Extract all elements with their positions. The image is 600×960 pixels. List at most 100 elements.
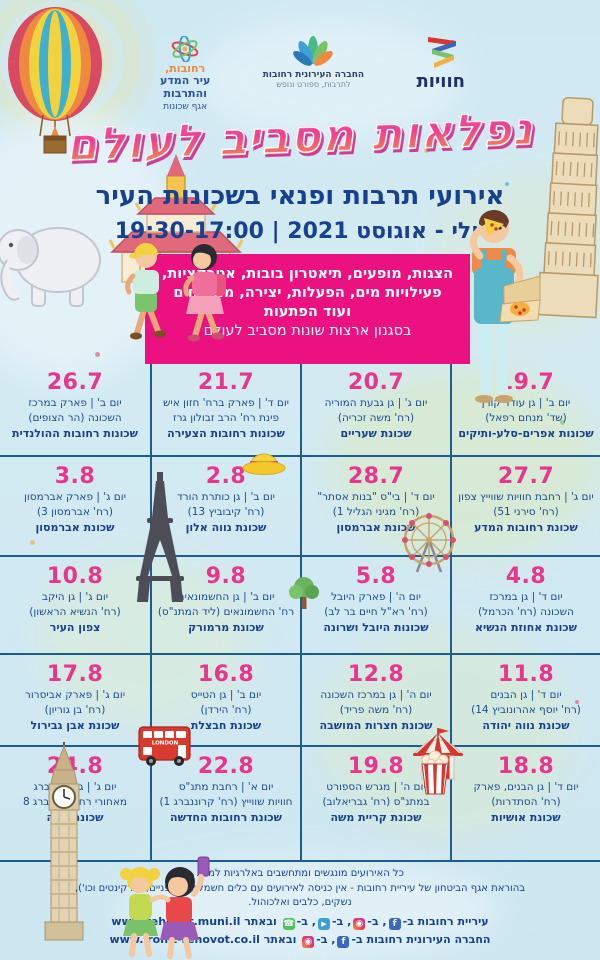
straw-hat-illustration bbox=[242, 445, 286, 480]
event-neighborhood: שכונות היובל ושרונה bbox=[323, 621, 429, 634]
confetti-dot bbox=[424, 148, 429, 153]
activities-line: בסגנון ארצות שונות מסביב לעולם bbox=[203, 323, 412, 339]
event-day-venue: יום ג' | גן היקב bbox=[41, 591, 109, 603]
event-day-venue: יום א' | רחבת מתנ"ס bbox=[178, 781, 274, 793]
event-day-venue: יום ד' | גן במרכז bbox=[489, 591, 563, 603]
bus-banner-text: LONDON bbox=[152, 741, 179, 747]
event-neighborhood: שכונת אבן גבירול bbox=[30, 719, 120, 732]
event-cell-10.8: 10.8 יום ג' | גן היקב (רח' הנשיא הראשון)… bbox=[0, 557, 150, 655]
event-day-venue: יום ה' | גן במרכז השכונה bbox=[320, 689, 432, 701]
event-date: 2.8 bbox=[205, 464, 247, 489]
event-cell-27.7: 27.7 יום ג' | רחבת חוויות שווייץ צפון (ר… bbox=[450, 457, 600, 557]
event-address: (רח' משה זכריה) bbox=[337, 412, 415, 424]
municipal-company-tagline: לתרבות, ספורט ונופש bbox=[276, 80, 351, 89]
event-date: 22.8 bbox=[197, 754, 255, 779]
event-cell-19.7: 19.7 יום ב' | גן עודד קורן (שד' מנחם רפא… bbox=[450, 363, 600, 457]
event-address: (רח' הנשיא הראשון) bbox=[29, 606, 121, 618]
background-wash bbox=[200, 20, 460, 140]
date-range: יולי - אוגוסט 2021 | 19:30-17:00 bbox=[114, 219, 486, 244]
event-address: (שד' מנחם רפאל) bbox=[485, 412, 567, 424]
event-date: 11.8 bbox=[497, 662, 555, 687]
confetti-dot bbox=[505, 182, 509, 186]
event-address: (רח' סירני 51) bbox=[493, 506, 559, 518]
event-date: 26.7 bbox=[46, 370, 104, 395]
event-neighborhood: שכונת אושיות bbox=[491, 811, 561, 824]
event-address: (רח' בן גוריון) bbox=[44, 704, 106, 716]
event-date: 5.8 bbox=[355, 564, 397, 589]
activities-line: פעילויות מים, הפעלות, יצירה, מתנפחים bbox=[173, 285, 442, 301]
pizza-boy-illustration bbox=[446, 206, 542, 442]
event-date: 9.8 bbox=[205, 564, 247, 589]
ferris-wheel-illustration bbox=[396, 512, 462, 580]
event-address: (רח' הסתדרות) bbox=[491, 796, 561, 808]
confetti-dot bbox=[30, 540, 35, 545]
event-day-venue: יום ב' | פארק במרכז bbox=[28, 397, 122, 409]
social-text: ובאתר bbox=[240, 915, 281, 928]
confetti-dot bbox=[575, 700, 579, 704]
event-day-venue: יום ג' | גן גבעת המוריה bbox=[324, 397, 428, 409]
tree-illustration bbox=[288, 574, 320, 616]
facebook-icon: f bbox=[388, 918, 401, 930]
event-neighborhood: צפון העיר bbox=[49, 621, 101, 634]
event-cell-21.7: 21.7 יום ד' | פארק ברח' חזון איש פינת רח… bbox=[150, 363, 300, 457]
event-day-venue: יום ה' | פארק היובל bbox=[331, 591, 421, 603]
event-day-venue: יום ב' | גן כותרת הורד bbox=[176, 491, 276, 503]
background-wash bbox=[330, 368, 600, 558]
event-neighborhood: שכונת רחובות החדשה bbox=[170, 811, 282, 824]
footer-notes: כל האירועים מונגשים ומתחשבים באלרגיות למ… bbox=[0, 867, 600, 911]
event-neighborhood: שכונות רחובות ההולנדית bbox=[12, 427, 138, 440]
footer-note: כל האירועים מונגשים ומתחשבים באלרגיות למ… bbox=[196, 868, 404, 879]
social-text: החברה העירונית רחובות ב- bbox=[351, 932, 491, 946]
event-date: 3.8 bbox=[54, 464, 96, 489]
event-cell-16.8: 16.8 יום ב' | גן הטייס (רח' הירדן) שכונת… bbox=[150, 655, 300, 747]
municipal-company-logo: החברה העירונית רחובות לתרבות, ספורט ונופ… bbox=[263, 36, 364, 89]
event-date: 10.8 bbox=[46, 564, 104, 589]
selfie-girls-illustration bbox=[102, 852, 224, 960]
event-day-venue: יום ד' | גן הבנים, פארק bbox=[473, 781, 579, 793]
social-line-municipality: עיריית רחובות ב-f, ב-◉, ב-▶, ב-☎ ובאתר w… bbox=[0, 913, 600, 931]
elephant-illustration bbox=[0, 198, 106, 318]
instagram-icon: ◉ bbox=[302, 935, 315, 948]
event-address: (רח' הירדן) bbox=[200, 704, 252, 716]
event-neighborhood: שכונת אברמסון bbox=[336, 521, 416, 534]
municipal-company-name: החברה העירונית רחובות bbox=[262, 70, 365, 80]
event-neighborhood: שכונות רחובות הצעירה bbox=[167, 427, 285, 440]
event-address: רח' החשמונאים (ליד המתנ"ס) bbox=[157, 606, 295, 618]
event-cell-11.8: 11.8 יום ד' | גן הבנים (רח' יוסף אהרונוב… bbox=[450, 655, 600, 747]
chavayot-logo: חוויות bbox=[417, 36, 465, 92]
event-address: (רח' מגיני הגליל 1) bbox=[332, 506, 420, 518]
poster-subtitle: אירועי תרבות ופנאי בשכונות העיר bbox=[95, 181, 505, 211]
event-neighborhood: שכונת קריית משה bbox=[330, 811, 422, 824]
london-bus-illustration: LONDON bbox=[138, 724, 192, 772]
event-neighborhood: שכונת נווה אלון bbox=[185, 521, 267, 534]
event-date: 16.8 bbox=[197, 662, 255, 687]
footer-note: בהוראת אגף הביטחון של עיריית רחובות - אי… bbox=[74, 882, 526, 894]
event-day-venue: יום ג' | פארק אברמסון bbox=[24, 491, 126, 503]
instagram-icon: ◉ bbox=[353, 918, 366, 930]
telegram-icon: ▶ bbox=[317, 918, 330, 930]
event-address: חוויות שווייץ (רח' קרוננברג 1) bbox=[159, 796, 293, 808]
event-address: השכונה (הר הצופים) bbox=[28, 412, 122, 424]
event-address: פינת רח' הרב זבולון גרז bbox=[172, 412, 280, 424]
event-date: 20.7 bbox=[347, 370, 405, 395]
logo-row: רחובות, עיר המדע והתרבות אגף שכונות החבר… bbox=[160, 36, 465, 112]
event-day-venue: יום ד' | בי"ס "בנות אסתר" bbox=[317, 491, 435, 503]
event-day-venue: יום ג' | פארק אביסרור bbox=[24, 689, 126, 701]
activities-line: הצגות, מופעים, תיאטרון בובות, אטרקציות, bbox=[161, 266, 454, 282]
pisa-tower-illustration bbox=[530, 92, 600, 342]
event-neighborhood: שכונת נווה יהודה bbox=[482, 719, 570, 732]
eiffel-tower-illustration bbox=[130, 472, 190, 608]
event-date: 12.8 bbox=[347, 662, 405, 687]
social-text: , ב- bbox=[316, 932, 336, 946]
event-date: 4.8 bbox=[505, 564, 547, 589]
event-cell-9.8: 9.8 יום ב' | גן החשמונאים רח' החשמונאים … bbox=[150, 557, 300, 655]
city-logo-line2: עיר המדע bbox=[160, 74, 211, 87]
event-day-venue: יום ב' | גן הטייס bbox=[190, 689, 262, 701]
event-neighborhood: שכונת חבצלת bbox=[190, 719, 262, 732]
city-logo-department: אגף שכונות bbox=[163, 102, 208, 112]
background-wash bbox=[320, 630, 570, 840]
confetti-dot bbox=[95, 352, 100, 357]
city-logo-line1: רחובות, bbox=[165, 62, 206, 75]
event-date: 19.8 bbox=[347, 754, 405, 779]
